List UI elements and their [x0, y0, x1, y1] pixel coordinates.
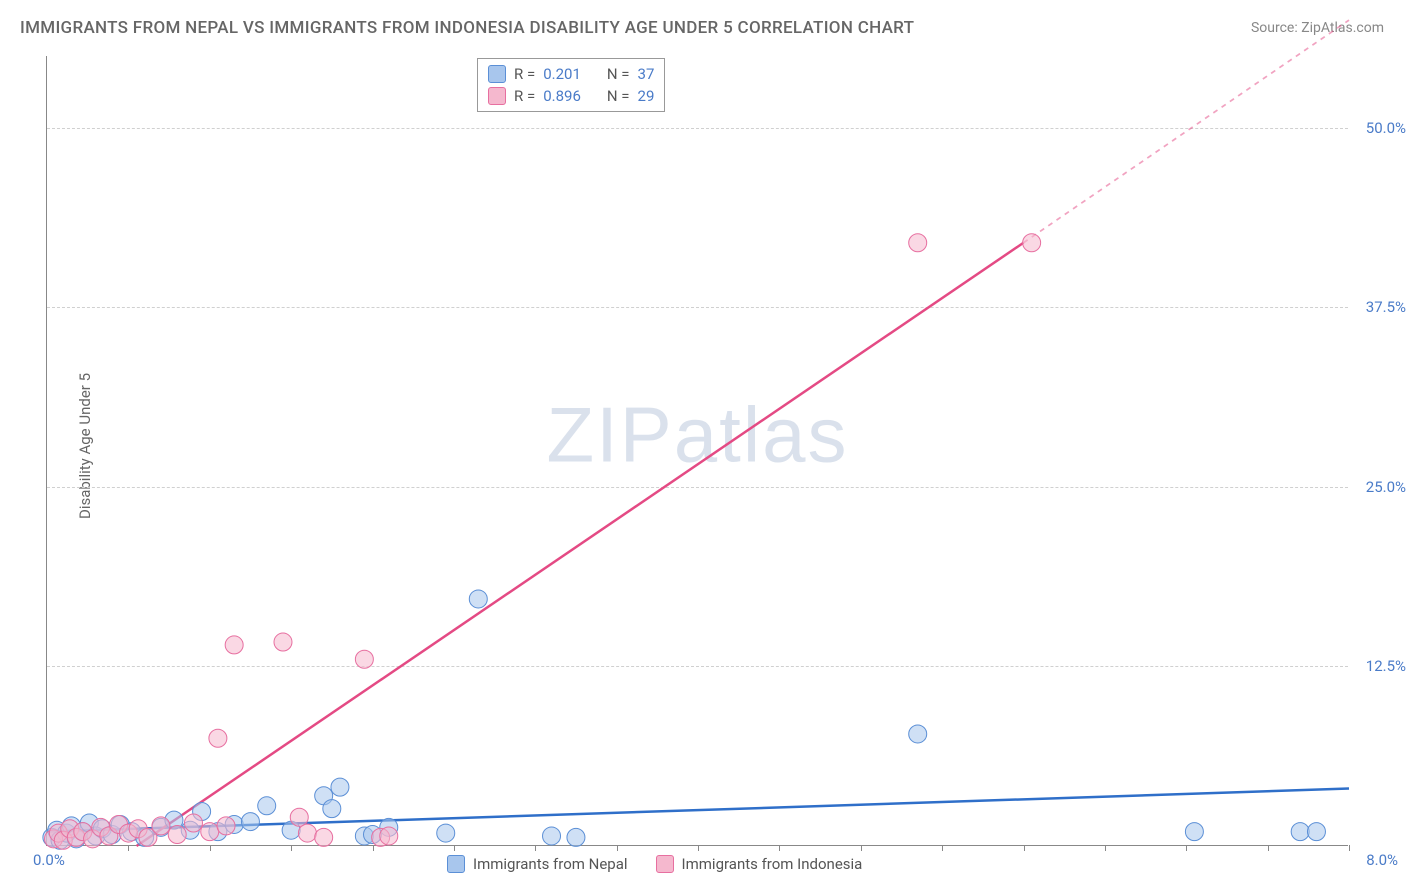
x-tick — [535, 845, 536, 851]
x-tick — [617, 845, 618, 851]
data-point — [225, 636, 243, 654]
x-tick — [454, 845, 455, 851]
x-tick — [942, 845, 943, 851]
legend-series-item: Immigrants from Indonesia — [656, 855, 863, 873]
x-tick — [779, 845, 780, 851]
legend-r-value: 0.201 — [543, 65, 581, 83]
regression-line — [137, 243, 1024, 846]
legend-r-label: R = — [514, 65, 535, 83]
legend-r-value: 0.896 — [543, 87, 581, 105]
data-point — [543, 827, 561, 845]
x-tick — [1186, 845, 1187, 851]
legend-swatch — [488, 87, 506, 105]
chart-title: IMMIGRANTS FROM NEPAL VS IMMIGRANTS FROM… — [20, 18, 914, 38]
data-point — [290, 808, 308, 826]
regression-line-dashed — [1024, 20, 1350, 243]
data-point — [909, 234, 927, 252]
legend-swatch — [488, 65, 506, 83]
data-point — [184, 814, 202, 832]
data-point — [437, 824, 455, 842]
data-point — [217, 817, 235, 835]
x-tick — [128, 845, 129, 851]
legend-series: Immigrants from Nepal Immigrants from Ind… — [447, 855, 862, 873]
legend-swatch — [656, 855, 674, 873]
x-tick — [861, 845, 862, 851]
legend-swatch — [447, 855, 465, 873]
data-point — [274, 633, 292, 651]
x-tick — [373, 845, 374, 851]
legend-n-label: N = — [607, 65, 630, 83]
x-tick — [698, 845, 699, 851]
data-point — [1023, 234, 1041, 252]
chart-svg — [47, 56, 1348, 845]
data-point — [567, 828, 585, 846]
data-point — [298, 824, 316, 842]
legend-series-item: Immigrants from Nepal — [447, 855, 628, 873]
data-point — [909, 725, 927, 743]
legend-correlation: R = 0.201 N = 37 R = 0.896 N = 29 — [477, 58, 665, 112]
data-point — [355, 650, 373, 668]
x-origin-label: 0.0% — [33, 851, 65, 869]
x-tick — [210, 845, 211, 851]
legend-n-label: N = — [607, 87, 630, 105]
y-tick-label: 25.0% — [1366, 478, 1406, 496]
data-point — [201, 823, 219, 841]
y-tick-label: 37.5% — [1366, 298, 1406, 316]
legend-correlation-row: R = 0.201 N = 37 — [488, 63, 654, 85]
legend-series-label: Immigrants from Nepal — [473, 855, 628, 873]
x-tick — [1105, 845, 1106, 851]
legend-n-value: 29 — [638, 87, 655, 105]
plot-area: ZIPatlas 12.5%25.0%37.5%50.0% 0.0% 8.0% … — [46, 56, 1348, 846]
y-tick-label: 12.5% — [1366, 657, 1406, 675]
x-max-label: 8.0% — [1366, 851, 1398, 869]
data-point — [209, 729, 227, 747]
legend-n-value: 37 — [638, 65, 655, 83]
data-point — [315, 828, 333, 846]
source-attribution: Source: ZipAtlas.com — [1251, 20, 1384, 36]
data-point — [1185, 823, 1203, 841]
data-point — [1307, 823, 1325, 841]
data-point — [380, 827, 398, 845]
data-point — [1291, 823, 1309, 841]
data-point — [469, 590, 487, 608]
data-point — [331, 778, 349, 796]
y-tick-label: 50.0% — [1366, 119, 1406, 137]
data-point — [241, 813, 259, 831]
x-tick — [1024, 845, 1025, 851]
x-tick — [291, 845, 292, 851]
legend-correlation-row: R = 0.896 N = 29 — [488, 85, 654, 107]
x-tick — [1268, 845, 1269, 851]
data-point — [152, 817, 170, 835]
x-tick — [1349, 845, 1350, 851]
data-point — [258, 797, 276, 815]
legend-series-label: Immigrants from Indonesia — [682, 855, 863, 873]
data-point — [168, 826, 186, 844]
data-point — [323, 800, 341, 818]
legend-r-label: R = — [514, 87, 535, 105]
